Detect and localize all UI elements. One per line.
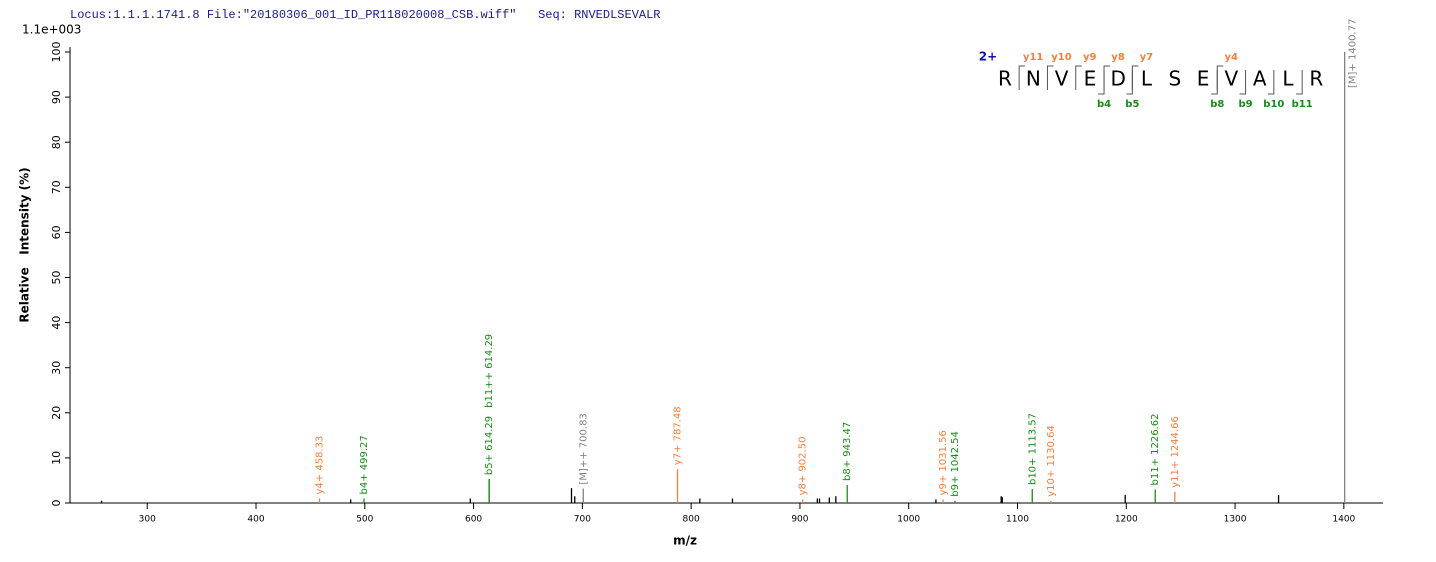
- scale-label: 1.1e+003: [22, 23, 81, 37]
- y-ion-label: y10: [1051, 52, 1071, 63]
- x-tick-label: 300: [139, 515, 156, 525]
- y-tick-label: 80: [50, 135, 63, 149]
- residue: E: [1084, 67, 1097, 91]
- residue: V: [1225, 67, 1239, 91]
- b-ion-label: b9: [1238, 99, 1252, 110]
- x-tick-label: 400: [247, 515, 264, 525]
- x-tick-label: 700: [574, 515, 591, 525]
- peak-label: b11++ 614.29: [484, 334, 495, 408]
- residue: R: [1309, 67, 1323, 91]
- b-break: [1126, 70, 1133, 95]
- x-tick-label: 1200: [1115, 515, 1138, 525]
- y-ion-label: y9: [1083, 52, 1097, 63]
- residue: R: [998, 67, 1012, 91]
- b-ion-label: b4: [1097, 99, 1111, 110]
- y-break: [1103, 65, 1111, 90]
- y-break: [1216, 65, 1224, 90]
- b-ion-label: b5: [1125, 99, 1139, 110]
- b-break: [1267, 70, 1275, 95]
- y-ion-label: y11: [1023, 52, 1043, 63]
- y-tick-label: 60: [50, 225, 63, 239]
- peak-label: y9+ 1031.56: [938, 430, 949, 495]
- x-tick-label: 900: [791, 515, 808, 525]
- x-tick-label: 800: [683, 515, 700, 525]
- x-tick-label: 500: [356, 515, 373, 525]
- y-tick-label: 40: [50, 316, 63, 330]
- y-tick-label: 10: [50, 451, 63, 465]
- b-break: [1239, 70, 1247, 95]
- y-tick-label: 0: [50, 500, 63, 507]
- y-tick-label: 50: [50, 271, 63, 285]
- peak-label: y8+ 902.50: [798, 437, 809, 496]
- y-break: [1046, 65, 1054, 90]
- y-axis-label: Relative Intensity (%): [18, 167, 32, 322]
- b-break: [1211, 70, 1218, 95]
- y-break: [1018, 65, 1026, 90]
- chart-title: Locus:1.1.1.1741.8 File:"20180306_001_ID…: [70, 8, 661, 22]
- peak-label: [M]++ 700.83: [578, 413, 589, 484]
- residue: N: [1026, 67, 1041, 91]
- residue: L: [1141, 67, 1153, 91]
- peak-label: [M]+ 1400.77: [1348, 19, 1359, 88]
- y-ion-label: y7: [1140, 52, 1154, 63]
- residue: A: [1253, 67, 1267, 91]
- x-axis-label: m/z: [673, 534, 697, 548]
- y-tick-label: 90: [50, 90, 63, 104]
- b-ion-label: b8: [1210, 99, 1224, 110]
- b-ion-label: b10: [1263, 99, 1284, 110]
- peak-label: b11+ 1226.62: [1150, 413, 1161, 485]
- residue: V: [1055, 67, 1069, 91]
- charge-label: 2+: [979, 50, 997, 64]
- x-tick-label: 1400: [1332, 515, 1355, 525]
- residue: L: [1282, 67, 1294, 91]
- peak-label: b5+ 614.29: [484, 416, 495, 475]
- b-break: [1098, 70, 1105, 95]
- peak-label: y7+ 787.48: [673, 406, 684, 465]
- y-tick-label: 30: [50, 361, 63, 375]
- x-tick-label: 1300: [1224, 515, 1247, 525]
- y-tick-label: 70: [50, 180, 63, 194]
- y-tick-label: 100: [50, 42, 63, 63]
- y-ion-label: y8: [1111, 52, 1125, 63]
- y-break: [1131, 65, 1139, 90]
- peak-label: y4+ 458.33: [314, 436, 325, 495]
- residue: S: [1168, 67, 1181, 91]
- residue: E: [1197, 67, 1210, 91]
- y-ion-label: y4: [1225, 52, 1239, 63]
- y-tick-label: 20: [50, 406, 63, 420]
- peak-label: b10+ 1113.57: [1027, 413, 1038, 485]
- b-ion-label: b11: [1292, 99, 1313, 110]
- x-tick-label: 1100: [1006, 515, 1029, 525]
- peak-label: y10+ 1130.64: [1046, 425, 1057, 497]
- peak-label: b4+ 499.27: [359, 435, 370, 494]
- y-break: [1075, 65, 1082, 90]
- peak-label: y11+ 1244.66: [1170, 416, 1181, 488]
- x-tick-label: 1000: [897, 515, 920, 525]
- b-break: [1296, 70, 1303, 95]
- x-tick-label: 600: [465, 515, 482, 525]
- residue: D: [1110, 67, 1125, 91]
- peak-label: b8+ 943.47: [842, 422, 853, 481]
- peak-label: b9+ 1042.54: [950, 431, 961, 497]
